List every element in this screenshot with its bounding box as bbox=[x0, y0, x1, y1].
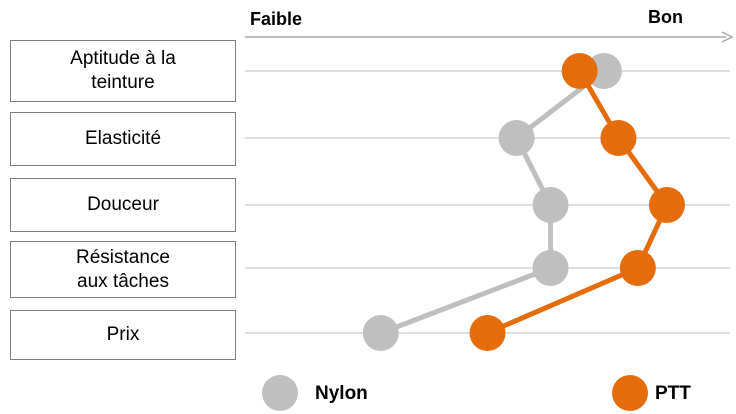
series-line bbox=[379, 69, 606, 336]
legend-label: Nylon bbox=[315, 383, 368, 404]
category-box: Aptitude à la teinture bbox=[10, 40, 236, 102]
point bbox=[469, 315, 506, 351]
point bbox=[532, 187, 569, 223]
legend-swatch bbox=[262, 375, 298, 411]
point bbox=[498, 120, 535, 156]
point bbox=[362, 315, 399, 351]
point bbox=[600, 120, 637, 156]
category-box: Elasticité bbox=[10, 112, 236, 166]
point bbox=[532, 250, 569, 286]
category-box: Prix bbox=[10, 310, 236, 360]
point bbox=[619, 250, 656, 286]
point bbox=[561, 53, 598, 89]
series-line bbox=[486, 69, 670, 336]
axis-end-label: Bon bbox=[648, 7, 683, 27]
arrow-head bbox=[721, 31, 734, 43]
point bbox=[648, 187, 685, 223]
category-box: Résistance aux tâches bbox=[10, 241, 236, 298]
category-box: Douceur bbox=[10, 178, 236, 232]
axis-start-label: Faible bbox=[250, 9, 302, 29]
legend-swatch bbox=[612, 375, 648, 411]
legend-label: PTT bbox=[655, 383, 691, 404]
